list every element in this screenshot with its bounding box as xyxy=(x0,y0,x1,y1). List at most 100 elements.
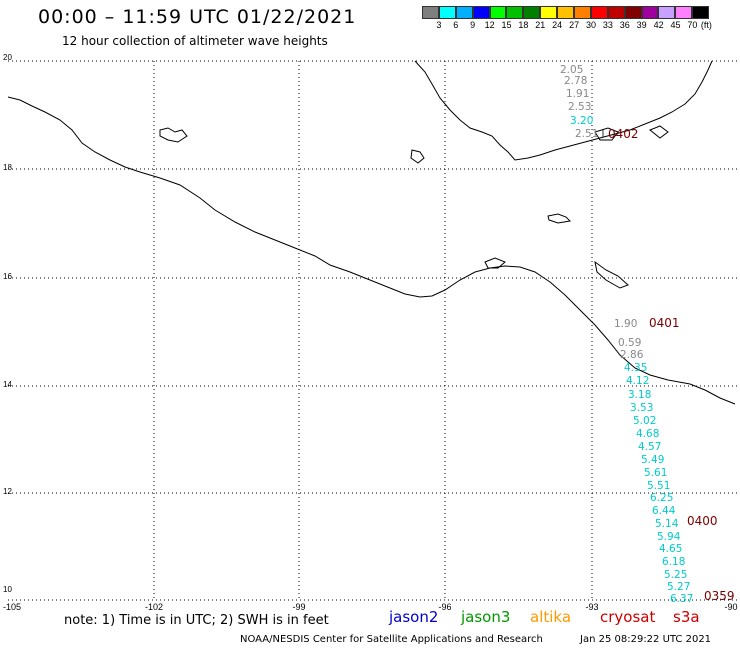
scale-tick-label: 9 xyxy=(470,20,476,30)
gulf-coastline xyxy=(414,60,713,161)
satellite-legend-jason2: jason2 xyxy=(389,608,439,626)
satellite-legend-cryosat: cryosat xyxy=(600,608,656,626)
wave-height-label: 1.90 xyxy=(614,318,638,330)
scale-tick-label: 42 xyxy=(653,20,664,30)
scale-swatch xyxy=(574,6,591,19)
scale-swatch xyxy=(489,6,507,19)
scale-unit-label: (ft) xyxy=(700,20,712,30)
scale-tick-label: 27 xyxy=(569,20,580,30)
scale-swatch xyxy=(422,6,439,19)
wave-height-label: 6.37 xyxy=(670,593,694,605)
wave-height-label: 1.91 xyxy=(566,88,590,100)
wave-height-label: 2.53 xyxy=(568,101,592,113)
scale-swatch xyxy=(438,6,456,19)
scale-swatch xyxy=(641,6,659,19)
track-time-label: 0400 xyxy=(687,514,718,528)
scale-swatch xyxy=(590,6,608,19)
wave-height-label: 5.49 xyxy=(641,454,665,466)
lat-label-20: 20 xyxy=(3,53,12,62)
wave-height-label: 5.94 xyxy=(657,531,681,543)
scale-swatch xyxy=(455,6,473,19)
lat-label-18: 18 xyxy=(3,163,12,172)
lon-label-105: -105 xyxy=(2,602,22,612)
wave-height-label: 4.65 xyxy=(659,543,683,555)
scale-tick-label: 24 xyxy=(552,20,563,30)
wave-height-label: 4.35 xyxy=(624,362,648,374)
island-3 xyxy=(547,213,572,224)
scale-swatch xyxy=(675,6,693,19)
lon-label-93: -93 xyxy=(585,602,599,612)
scale-swatch xyxy=(557,6,575,19)
wave-height-label: 5.61 xyxy=(644,467,668,479)
satellite-legend-jason3: jason3 xyxy=(461,608,511,626)
track-time-label: 0401 xyxy=(649,316,680,330)
footer-note: note: 1) Time is in UTC; 2) SWH is in fe… xyxy=(64,613,329,628)
wave-height-label: 3.53 xyxy=(630,402,654,414)
island-4 xyxy=(594,260,629,289)
wave-height-label: 4.57 xyxy=(638,441,662,453)
scale-swatch xyxy=(624,6,642,19)
lat-label-14: 14 xyxy=(3,380,12,389)
page-title: 00:00 – 11:59 UTC 01/22/2021 xyxy=(38,6,357,28)
scale-tick-label: 33 xyxy=(602,20,613,30)
scale-swatch xyxy=(523,6,541,19)
wave-height-label: 4.68 xyxy=(636,428,660,440)
footer-timestamp: Jan 25 08:29:22 UTC 2021 xyxy=(580,634,712,645)
scale-tick-label: 18 xyxy=(518,20,529,30)
wave-height-label: 5.14 xyxy=(655,518,679,530)
wave-height-label: 4.12 xyxy=(626,375,650,387)
wave-height-label: 5.02 xyxy=(633,415,657,427)
lon-label-96: -96 xyxy=(438,602,452,612)
scale-tick-label: 6 xyxy=(453,20,459,30)
scale-swatch xyxy=(658,6,676,19)
satellite-legend-s3a: s3a xyxy=(673,608,700,626)
scale-swatch xyxy=(506,6,524,19)
wave-height-label: 6.25 xyxy=(650,492,674,504)
scale-tick-label: 3 xyxy=(436,20,442,30)
scale-swatch xyxy=(540,6,558,19)
lon-label-102: -102 xyxy=(144,602,164,612)
scale-tick-label: 45 xyxy=(670,20,681,30)
scale-tick-label: 15 xyxy=(501,20,512,30)
scale-swatch xyxy=(607,6,625,19)
lat-lon-grid xyxy=(8,60,740,601)
wave-height-label: 5.27 xyxy=(667,581,691,593)
wave-height-label: 5.51 xyxy=(647,480,671,492)
lon-label-90: -90 xyxy=(724,602,738,612)
scale-swatch xyxy=(692,6,710,19)
track-time-label: 0402 xyxy=(608,127,639,141)
wave-height-label: 5.25 xyxy=(664,569,688,581)
wave-height-label: 0.59 xyxy=(618,337,642,349)
pacific-coastline xyxy=(7,96,736,405)
island-2 xyxy=(410,149,425,164)
footer-credit: NOAA/NESDIS Center for Satellite Applica… xyxy=(240,634,543,645)
coastline xyxy=(7,60,736,405)
color-scale-labels: 3 6 9 12 15 18 21 24 27 30 33 36 39 42 45 70 (ft) xyxy=(422,20,740,32)
page-subtitle: 12 hour collection of altimeter wave hei… xyxy=(62,34,328,48)
scale-tick-label: 30 xyxy=(585,20,597,30)
wave-height-label: 2.51 xyxy=(575,128,599,140)
wave-height-label: 2.86 xyxy=(620,349,644,361)
wave-height-label: 2.78 xyxy=(564,75,588,87)
island-6 xyxy=(594,127,619,141)
lat-label-16: 16 xyxy=(3,272,12,281)
lat-label-10: 10 xyxy=(3,585,12,594)
wave-height-label: 6.44 xyxy=(652,505,676,517)
island-5 xyxy=(484,257,506,269)
island-7 xyxy=(649,125,669,139)
satellite-legend-altika: altika xyxy=(530,608,572,626)
wave-height-label: 3.20 xyxy=(570,115,594,127)
track-time-label: 0359 xyxy=(704,589,735,603)
wave-height-label: 6.18 xyxy=(662,556,686,568)
scale-tick-label: 39 xyxy=(636,20,647,30)
scale-swatch xyxy=(472,6,490,19)
scale-tick-label: 36 xyxy=(619,20,630,30)
scale-tick-label: 21 xyxy=(535,20,546,30)
lon-label-99: -99 xyxy=(292,602,306,612)
scale-tick-label: 70 xyxy=(687,20,698,30)
wave-height-label: 3.18 xyxy=(628,389,652,401)
lat-label-12: 12 xyxy=(3,487,12,496)
wave-height-label: 2.05 xyxy=(560,64,584,76)
color-scale xyxy=(422,6,710,19)
